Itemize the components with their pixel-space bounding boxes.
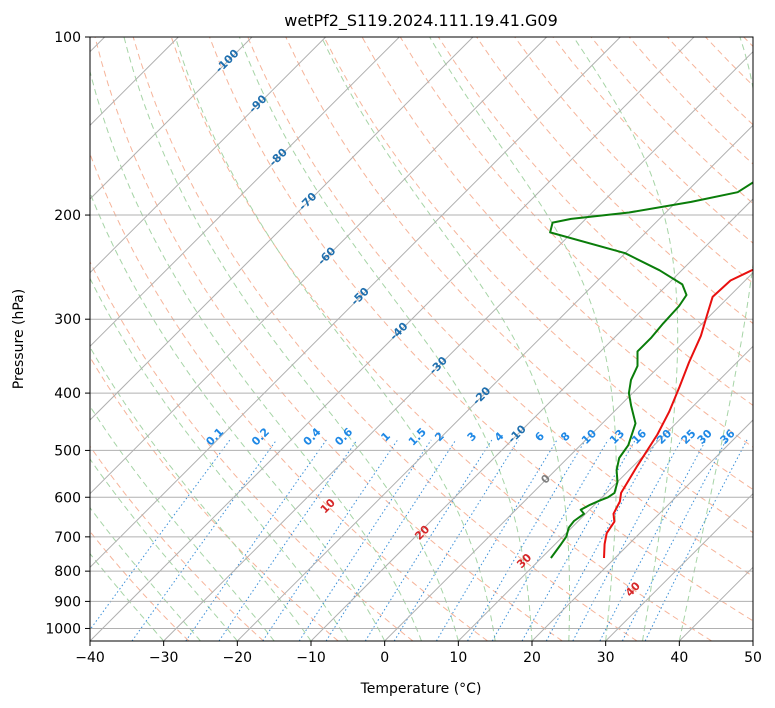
- isotherm-line: [384, 271, 753, 641]
- mixing-ratio-line: [262, 439, 399, 641]
- moist-adiabat-line: [174, 37, 496, 641]
- plot-frame: [89, 36, 754, 642]
- x-tick-label: 40: [670, 650, 688, 666]
- isotherm-line: [90, 37, 253, 200]
- dewpoint-line: [549, 181, 753, 559]
- mixing-ratio-line: [644, 439, 748, 641]
- isotherm-line: [605, 492, 753, 641]
- y-tick-label: 500: [54, 443, 81, 459]
- moist-adiabat-line: [321, 37, 571, 641]
- y-tick-label: 300: [54, 312, 81, 328]
- mixing-ratio-line: [298, 439, 432, 641]
- moist-adiabats: [90, 37, 753, 641]
- y-tick-label: 200: [54, 208, 81, 224]
- x-axis: −40 −30 −20 −10 0 10 20 30 40 50: [75, 641, 762, 666]
- dry-adiabat-line: [94, 37, 563, 641]
- x-tick-label: −20: [223, 650, 253, 666]
- isobars: [90, 37, 753, 629]
- x-tick-label: 10: [449, 650, 467, 666]
- mixing-ratio-line: [185, 439, 327, 641]
- mixing-ratio-line: [545, 439, 658, 641]
- dry-adiabat-line: [132, 37, 638, 641]
- y-tick-label: 800: [54, 564, 81, 580]
- moist-adiabat-line: [90, 506, 201, 641]
- mixing-ratio-line: [90, 439, 231, 631]
- isotherm-line: [90, 37, 695, 641]
- chart-title: wetPf2_S119.2024.111.19.41.G09: [284, 11, 558, 31]
- x-tick-label: −40: [75, 650, 105, 666]
- dry-adiabat-line: [285, 37, 753, 534]
- moist-adiabat-line: [238, 37, 533, 641]
- mixing-ratio-line: [467, 439, 586, 641]
- dry-adiabat-line: [323, 37, 753, 491]
- moist-adiabat-line: [678, 37, 753, 641]
- isotherm-line: [457, 345, 753, 641]
- isotherm-line: [163, 50, 753, 641]
- dry-adiabat-line: [476, 37, 753, 325]
- isotherms: [90, 37, 753, 641]
- isotherm-line: [310, 198, 753, 641]
- dry-adiabat-line: [90, 356, 339, 641]
- x-tick-label: 20: [523, 650, 541, 666]
- isotherm-line: [90, 37, 400, 348]
- dry-adiabat-line: [209, 37, 753, 622]
- x-tick-label: −10: [296, 650, 326, 666]
- mixing-ratio-line: [491, 439, 609, 641]
- y-tick-label: 100: [54, 30, 81, 46]
- mixing-ratio-line: [435, 439, 558, 641]
- dry-adiabat-line: [170, 37, 712, 641]
- moist-adiabat-line: [90, 552, 165, 641]
- isotherm-line: [90, 37, 474, 421]
- mixing-ratio-line: [325, 439, 457, 641]
- isotherm-line: [90, 37, 548, 495]
- isotherm-line: [531, 419, 753, 641]
- dry-adiabat-line: [90, 260, 414, 641]
- y-tick-label: 900: [54, 594, 81, 610]
- mixing-ratio-line: [218, 439, 358, 641]
- moist-adiabat-line: [90, 277, 349, 641]
- isotherm-line: [90, 37, 327, 274]
- dry-adiabat-line: [247, 37, 753, 577]
- x-tick-label: −30: [149, 650, 179, 666]
- x-tick-label: 50: [744, 650, 762, 666]
- x-axis-title: Temperature (°C): [360, 681, 482, 697]
- x-tick-label: 0: [380, 650, 389, 666]
- plot-area: -100-90-80-70-60-50-40-30-20-10010203040…: [90, 37, 753, 641]
- x-tick-label: 30: [597, 650, 615, 666]
- isotherm-line: [236, 124, 753, 641]
- moist-adiabat-line: [90, 69, 422, 641]
- dry-adiabat-line: [514, 37, 753, 284]
- y-axis-title: Pressure (hPa): [11, 289, 27, 389]
- y-tick-label: 1000: [45, 621, 81, 637]
- sounding-series: [549, 181, 753, 559]
- moist-adiabat-line: [123, 37, 459, 641]
- y-tick-label: 400: [54, 386, 81, 402]
- dry-adiabat-line: [90, 445, 264, 641]
- isotherm-line: [90, 37, 621, 569]
- mixing-ratio-line: [521, 439, 636, 641]
- y-tick-label: 700: [54, 530, 81, 546]
- mixing-ratio-line: [364, 439, 493, 641]
- temperature-line: [603, 268, 753, 559]
- y-axis: 1000 900 800 700 600 500 400 300 200 100: [45, 30, 90, 637]
- moist-adiabat-line: [90, 191, 386, 641]
- y-tick-label: 600: [54, 490, 81, 506]
- moist-adiabat-line: [90, 346, 312, 641]
- dry-adiabats: [90, 37, 753, 641]
